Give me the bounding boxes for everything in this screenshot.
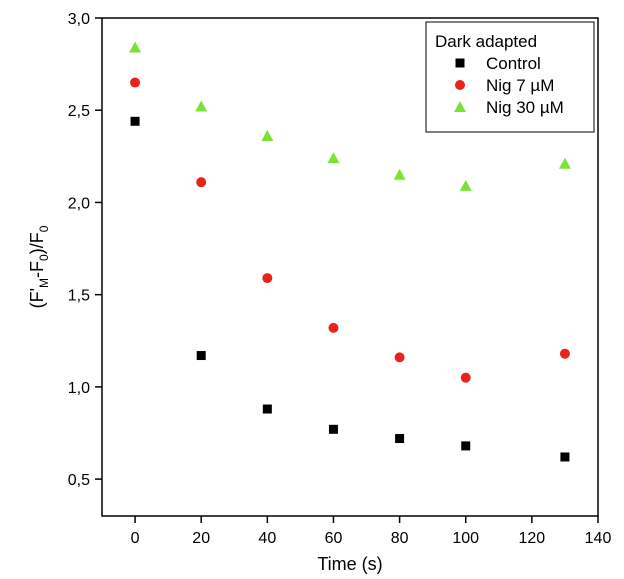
- y-axis-title-subscript: 0: [37, 254, 51, 261]
- y-axis-title-part: )/F: [27, 232, 47, 254]
- y-tick-label: 1,5: [68, 288, 90, 305]
- y-tick-label: 3,0: [68, 11, 90, 28]
- data-point-nig-30: [195, 100, 208, 112]
- y-axis-title-part: (F': [27, 288, 47, 308]
- data-point-nig-30: [459, 179, 472, 191]
- legend-label-control: Control: [486, 54, 541, 73]
- data-point-control: [262, 404, 272, 414]
- data-point-control: [196, 351, 206, 361]
- series-nig-7: [130, 77, 570, 383]
- legend-title: Dark adapted: [435, 32, 537, 51]
- legend-marker-nig-30: [454, 101, 466, 112]
- legend-label-nig-30: Nig 30 µM: [486, 98, 564, 117]
- x-tick-label: 100: [452, 530, 479, 547]
- x-tick-label: 40: [258, 530, 276, 547]
- data-point-control: [328, 424, 338, 434]
- data-point-nig-7: [394, 352, 405, 363]
- data-point-nig-30: [393, 168, 406, 180]
- data-point-nig-30: [327, 152, 340, 164]
- data-marks: [129, 41, 571, 462]
- data-point-nig-7: [559, 348, 570, 359]
- y-axis-title-subscript: 0: [37, 225, 51, 232]
- x-axis-ticks: 0 20 40 60 80 100 120 140: [131, 516, 612, 547]
- data-point-nig-7: [460, 372, 471, 383]
- data-point-nig-7: [196, 177, 207, 188]
- series-nig-30: [129, 41, 571, 191]
- data-point-control: [461, 441, 471, 451]
- legend-label-nig-7: Nig 7 µM: [486, 76, 554, 95]
- data-point-nig-7: [328, 322, 339, 333]
- data-point-control: [560, 452, 570, 462]
- plot-frame: [101, 17, 599, 517]
- y-tick-label: 2,5: [68, 103, 90, 120]
- x-tick-label: 60: [325, 530, 343, 547]
- y-axis-title: (F'M-F0)/F0: [27, 225, 51, 308]
- x-tick-label: 120: [519, 530, 546, 547]
- x-tick-label: 80: [391, 530, 409, 547]
- y-tick-label: 2,0: [68, 195, 90, 212]
- y-axis-ticks: 0,5 1,0 1,5 2,0 2,5 3,0: [68, 11, 102, 489]
- data-point-control: [130, 116, 140, 126]
- legend-marker-nig-7: [455, 80, 465, 90]
- x-tick-label: 140: [585, 530, 612, 547]
- legend-marker-control: [455, 58, 465, 68]
- data-point-nig-7: [130, 77, 141, 88]
- data-point-nig-30: [129, 41, 142, 53]
- data-point-control: [395, 434, 405, 444]
- data-point-nig-7: [262, 273, 273, 284]
- series-control: [130, 116, 570, 462]
- legend-box: [425, 21, 595, 133]
- x-axis-title: Time (s): [317, 554, 382, 574]
- legend: Dark adapted Control Nig 7 µM Nig 30 µM: [425, 21, 595, 133]
- y-tick-label: 1,0: [68, 380, 90, 397]
- data-point-nig-30: [261, 130, 274, 142]
- x-tick-label: 0: [131, 530, 140, 547]
- y-axis-title-part: -F: [27, 261, 47, 278]
- y-axis-title-subscript: M: [37, 278, 51, 288]
- y-tick-label: 0,5: [68, 472, 90, 489]
- data-point-nig-30: [558, 157, 571, 169]
- x-tick-label: 20: [192, 530, 210, 547]
